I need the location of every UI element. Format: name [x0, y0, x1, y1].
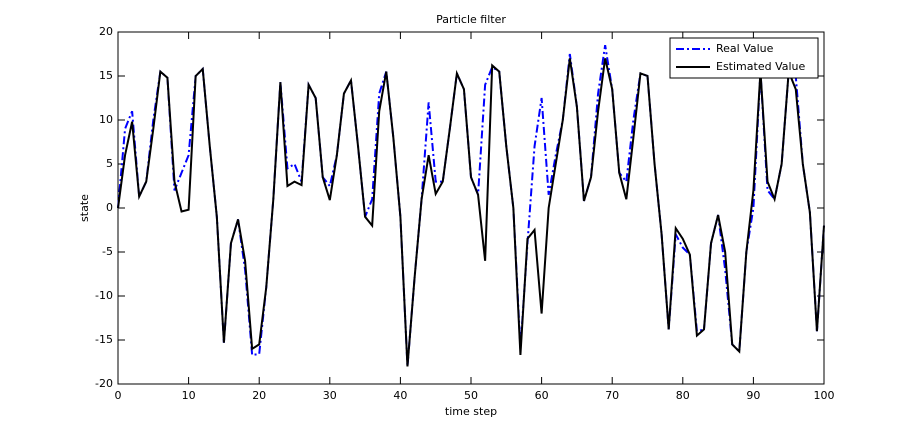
plot-area	[117, 31, 825, 385]
legend-box	[669, 37, 819, 79]
y-tick-label: -5	[102, 245, 113, 258]
x-tick-label: 100	[814, 389, 835, 402]
x-tick-label: 90	[746, 389, 760, 402]
y-tick-label: 5	[106, 157, 113, 170]
x-axis-label: time step	[445, 405, 497, 418]
series-line	[117, 58, 825, 367]
x-tick-label: 50	[464, 389, 478, 402]
chart-title: Particle filter	[436, 13, 506, 26]
x-tick-label: 10	[182, 389, 196, 402]
x-tick-label: 80	[676, 389, 690, 402]
y-tick-label: -15	[95, 333, 113, 346]
y-tick-label: 10	[99, 113, 113, 126]
y-tick-label: 15	[99, 69, 113, 82]
legend-label: Real Value	[716, 42, 774, 55]
y-tick-label: -10	[95, 289, 113, 302]
x-tick-label: 60	[535, 389, 549, 402]
x-tick-label: 20	[252, 389, 266, 402]
x-tick-label: 40	[393, 389, 407, 402]
y-axis-label: state	[78, 194, 91, 222]
x-tick-label: 30	[323, 389, 337, 402]
legend-label: Estimated Value	[716, 60, 806, 73]
x-tick-label: 70	[605, 389, 619, 402]
x-tick-label: 0	[115, 389, 122, 402]
y-tick-label: 0	[106, 201, 113, 214]
y-tick-label: -20	[95, 377, 113, 390]
y-tick-label: 20	[99, 25, 113, 38]
